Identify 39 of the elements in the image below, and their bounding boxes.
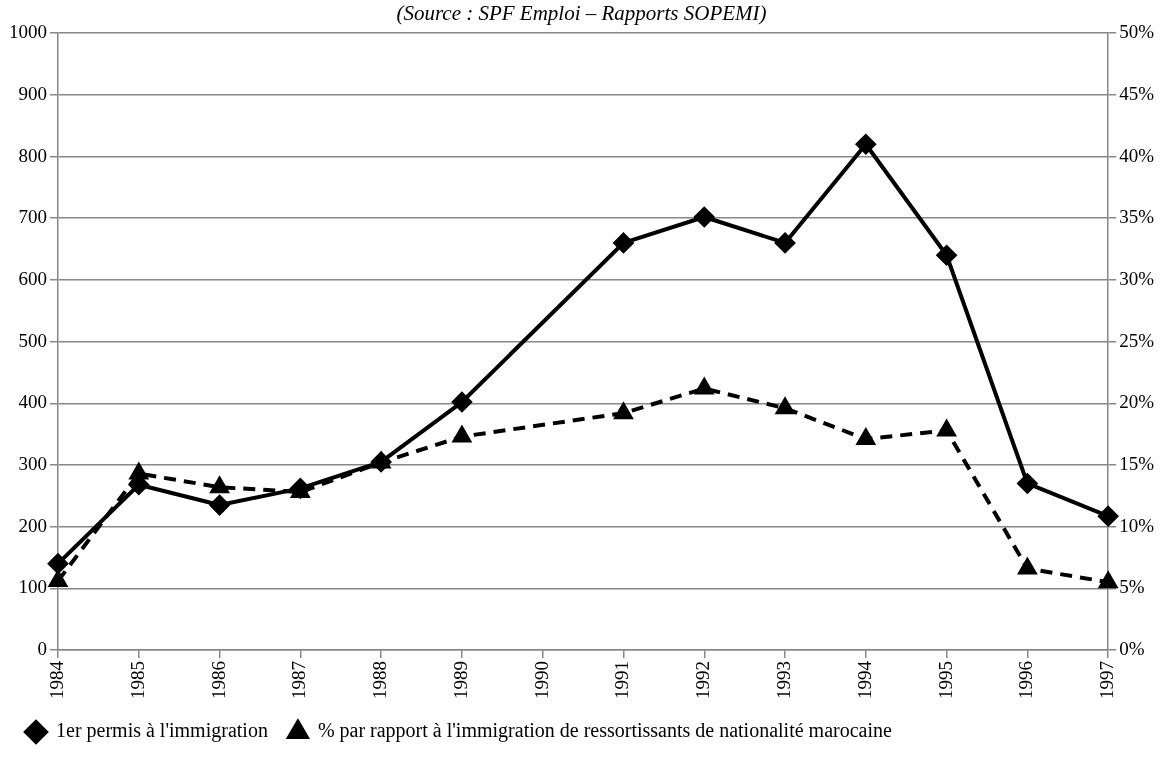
y2-tick-label: 10% — [1119, 514, 1155, 536]
y2-tick-label: 0% — [1119, 637, 1145, 659]
legend-label: % par rapport à l'immigration de ressortissants de nationalité marocaine — [317, 719, 892, 743]
y2-tick-label: 5% — [1119, 576, 1145, 598]
y-tick-label: 200 — [18, 514, 47, 536]
x-tick-label: 1985 — [126, 661, 148, 699]
y2-tick-label: 20% — [1119, 391, 1155, 413]
y2-tick-label: 30% — [1119, 267, 1155, 289]
y-tick-label: 100 — [18, 576, 47, 598]
y2-tick-label: 35% — [1119, 206, 1155, 228]
x-tick-label: 1984 — [45, 660, 67, 699]
y-tick-label: 400 — [18, 391, 47, 413]
x-tick-label: 1993 — [773, 661, 795, 699]
y-tick-label: 300 — [18, 452, 47, 474]
y-tick-label: 800 — [18, 144, 47, 166]
legend-label: 1er permis à l'immigration — [56, 719, 268, 743]
x-tick-label: 1991 — [611, 661, 633, 699]
y-tick-label: 0 — [37, 637, 47, 659]
y-tick-label: 500 — [18, 329, 47, 351]
x-tick-label: 1990 — [530, 661, 552, 699]
y2-tick-label: 45% — [1119, 82, 1155, 104]
text: (Source : SPF Emploi – Rapports SOPEMI) — [396, 1, 767, 26]
y-tick-label: 700 — [18, 206, 47, 228]
x-tick-label: 1992 — [692, 661, 714, 699]
y2-tick-label: 15% — [1119, 452, 1155, 474]
x-tick-label: 1995 — [934, 661, 956, 699]
x-tick-label: 1989 — [449, 661, 471, 699]
x-tick-label: 1987 — [288, 661, 310, 699]
x-tick-label: 1994 — [853, 660, 875, 699]
y2-tick-label: 25% — [1119, 329, 1155, 351]
y-tick-label: 900 — [18, 82, 47, 104]
x-tick-label: 1997 — [1096, 661, 1118, 699]
y2-tick-label: 50% — [1119, 21, 1155, 43]
y-tick-label: 600 — [18, 267, 47, 289]
x-tick-label: 1986 — [207, 661, 229, 699]
x-tick-label: 1996 — [1015, 661, 1037, 699]
x-tick-label: 1988 — [369, 661, 391, 699]
y-tick-label: 1000 — [9, 21, 47, 43]
y2-tick-label: 40% — [1119, 144, 1155, 166]
